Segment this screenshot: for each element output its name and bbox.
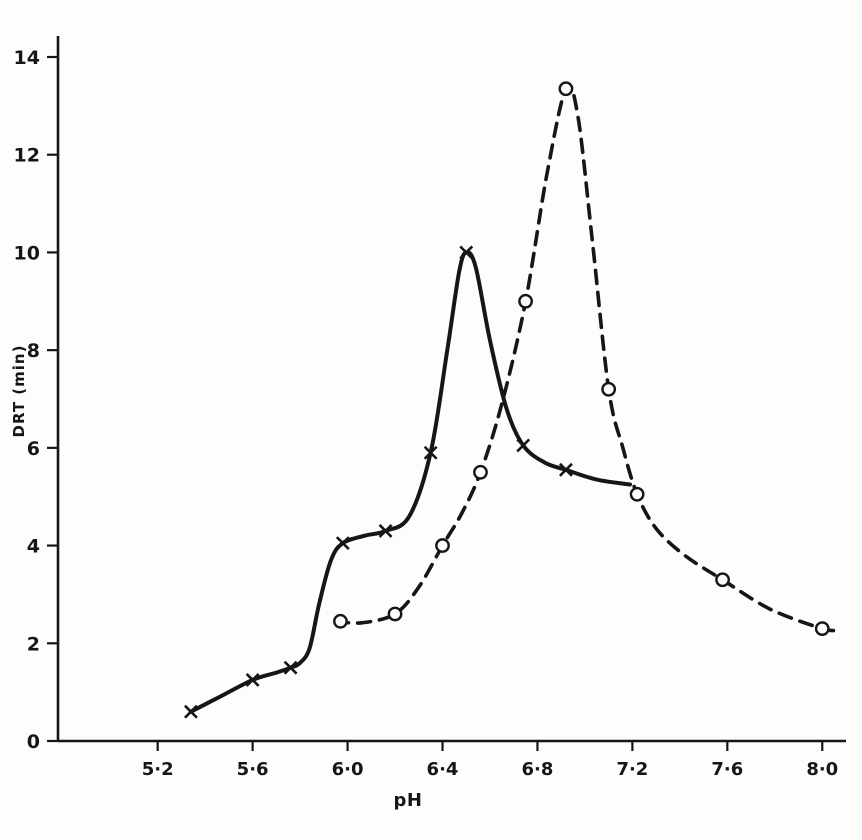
x-marker-icon <box>423 445 438 460</box>
y-tick-label: 8 <box>27 340 40 362</box>
x-marker-icon <box>378 523 393 538</box>
y-tick-label: 0 <box>27 731 40 753</box>
x-tick-label: 6·4 <box>427 759 459 780</box>
circle-marker-icon <box>518 293 533 309</box>
series-dashed-circle <box>333 81 841 637</box>
y-tick-label: 2 <box>27 633 40 655</box>
y-tick-label: 12 <box>14 145 40 167</box>
x-tick-label: 6·8 <box>522 759 554 780</box>
x-tick-label: 6·0 <box>332 759 364 780</box>
series-solid-x <box>183 245 632 719</box>
x-marker-icon <box>245 673 260 687</box>
circle-marker-icon <box>473 464 488 480</box>
axes: 0 2 4 6 8 10 12 14 5·2 5·6 6·0 6·4 6·8 7·2 7·6 8·0 <box>14 36 846 780</box>
circle-marker-icon <box>715 572 730 588</box>
x-marker-icon <box>183 704 198 719</box>
x-marker-icon <box>516 438 531 453</box>
y-tick-label: 14 <box>14 47 40 69</box>
x-axis-label: pH <box>393 790 423 811</box>
circle-marker-icon <box>333 613 348 629</box>
circle-marker-icon <box>558 81 574 97</box>
y-tick-label: 6 <box>27 438 40 460</box>
x-tick-label: 5·2 <box>142 759 174 780</box>
x-marker-icon <box>459 245 474 260</box>
y-tick-label: 10 <box>14 242 40 264</box>
y-tick-label: 4 <box>27 536 40 558</box>
circle-marker-icon <box>435 538 450 553</box>
x-marker-icon <box>283 660 298 675</box>
dashed-circle-curve <box>333 83 841 633</box>
x-tick-label: 5·6 <box>237 759 269 780</box>
x-tick-label: 8·0 <box>806 759 838 780</box>
solid-x-curve <box>188 250 632 714</box>
x-tick-label: 7·2 <box>616 759 648 780</box>
x-tick-label: 7·6 <box>711 759 743 780</box>
y-axis-label: DRT (min) <box>10 344 28 438</box>
circle-marker-icon <box>629 486 645 502</box>
circle-marker-icon <box>814 621 830 637</box>
x-marker-icon <box>559 462 573 477</box>
circle-marker-icon <box>387 606 403 622</box>
circle-marker-icon <box>601 381 617 397</box>
x-marker-icon <box>335 536 350 551</box>
